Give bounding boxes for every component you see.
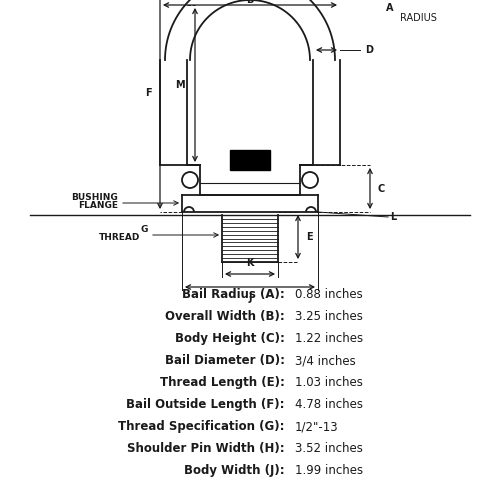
- Text: Bail Radius (A):: Bail Radius (A):: [182, 288, 285, 301]
- Text: Body Height (C):: Body Height (C):: [175, 332, 285, 345]
- Circle shape: [182, 172, 198, 188]
- Text: Bail Diameter (D):: Bail Diameter (D):: [165, 354, 285, 367]
- Text: 3.52 inches: 3.52 inches: [295, 442, 363, 455]
- Text: G: G: [140, 224, 148, 234]
- Text: RADIUS: RADIUS: [400, 13, 437, 23]
- Text: Overall Width (B):: Overall Width (B):: [165, 310, 285, 323]
- Text: 3/4 inches: 3/4 inches: [295, 354, 356, 367]
- Text: THREAD: THREAD: [98, 232, 140, 241]
- Text: 0.88 inches: 0.88 inches: [295, 288, 363, 301]
- Text: Shoulder Pin Width (H):: Shoulder Pin Width (H):: [128, 442, 285, 455]
- Text: M: M: [176, 80, 185, 90]
- Text: Bail Outside Length (F):: Bail Outside Length (F):: [126, 398, 285, 411]
- Text: 3.25 inches: 3.25 inches: [295, 310, 363, 323]
- Text: 1/2"-13: 1/2"-13: [295, 420, 339, 433]
- Text: C: C: [378, 184, 385, 194]
- Text: K: K: [246, 258, 254, 268]
- Text: Thread Specification (G):: Thread Specification (G):: [118, 420, 285, 433]
- Text: J: J: [248, 293, 252, 303]
- Text: Thread Length (E):: Thread Length (E):: [160, 376, 285, 389]
- Text: Body Width (J):: Body Width (J):: [184, 464, 285, 477]
- Text: 1.99 inches: 1.99 inches: [295, 464, 363, 477]
- Text: BUSHING: BUSHING: [72, 192, 118, 202]
- Bar: [230, 150, 270, 170]
- Text: D: D: [365, 45, 373, 55]
- Text: F: F: [146, 88, 152, 99]
- Text: E: E: [306, 232, 312, 242]
- Circle shape: [302, 172, 318, 188]
- Text: B: B: [246, 0, 254, 5]
- Text: L: L: [390, 212, 396, 222]
- Text: FLANGE: FLANGE: [78, 202, 118, 210]
- Text: 4.78 inches: 4.78 inches: [295, 398, 363, 411]
- Text: 1.03 inches: 1.03 inches: [295, 376, 363, 389]
- Text: A: A: [386, 3, 394, 13]
- Text: 1.22 inches: 1.22 inches: [295, 332, 363, 345]
